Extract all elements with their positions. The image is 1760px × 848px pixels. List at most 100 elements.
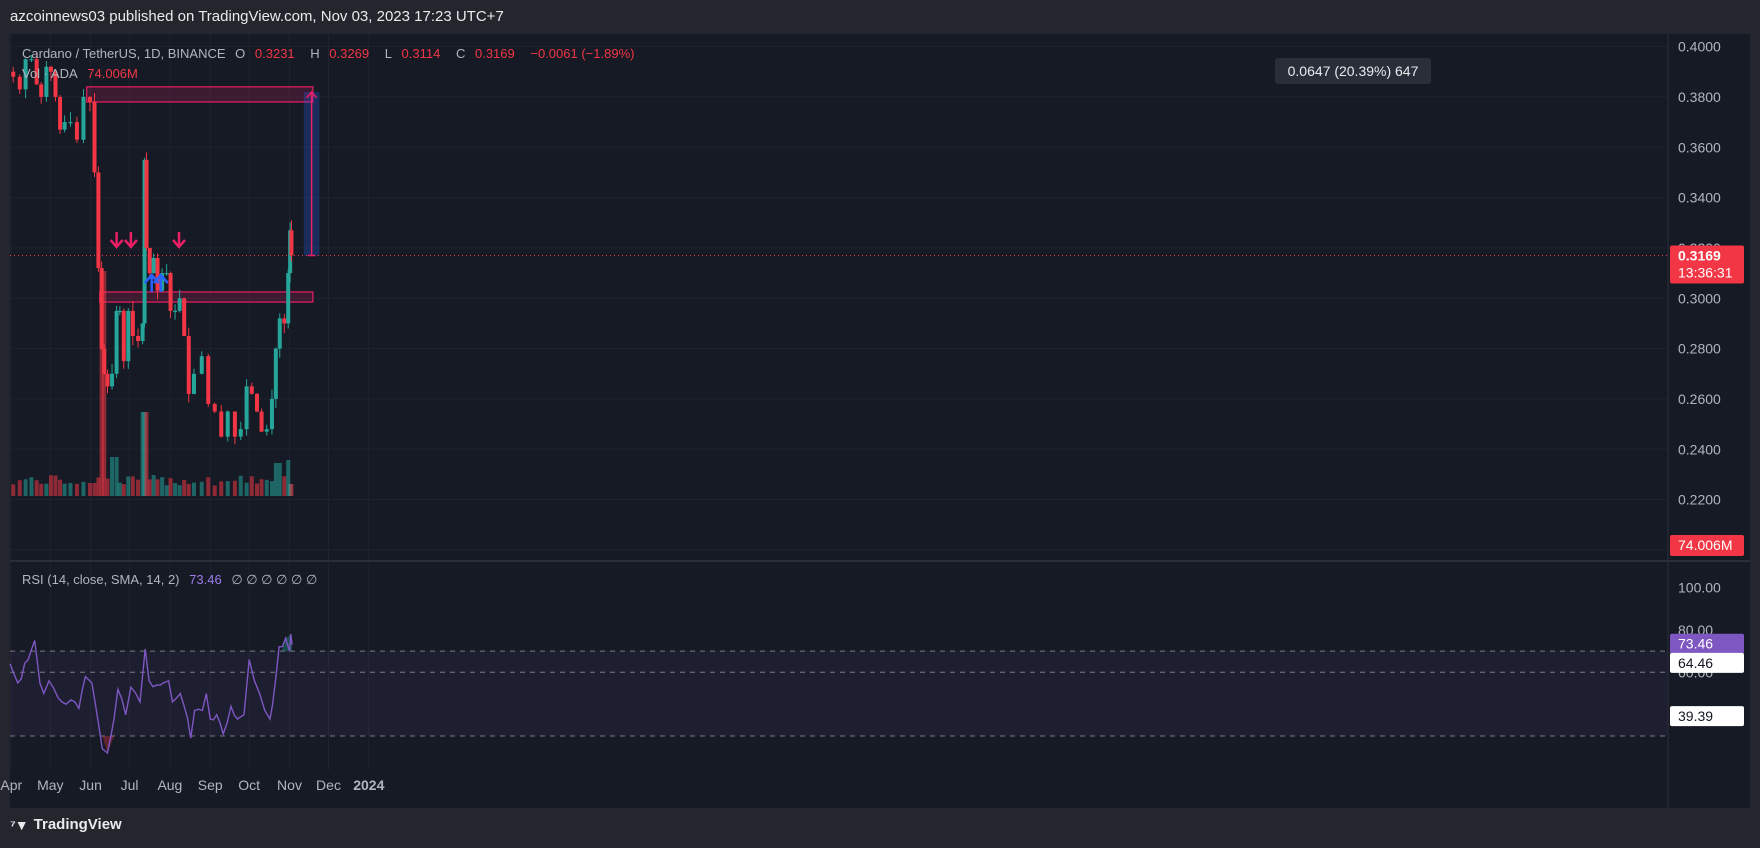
up-arrow-icon bbox=[152, 273, 169, 292]
candle-body bbox=[87, 96, 92, 102]
x-tick-label: Nov bbox=[277, 777, 302, 793]
y-tick-label: 0.4000 bbox=[1678, 39, 1721, 55]
rsi-ma-badge-text: 64.46 bbox=[1678, 655, 1713, 671]
volume-bar bbox=[48, 475, 53, 496]
high-value: 0.3269 bbox=[329, 46, 370, 61]
open-value: 0.3231 bbox=[254, 46, 295, 61]
volume-bar bbox=[102, 271, 107, 496]
candle-body bbox=[259, 411, 264, 432]
volume-bar bbox=[238, 475, 243, 496]
volume-bar bbox=[151, 475, 156, 496]
candle-body bbox=[155, 257, 160, 291]
volume-bar bbox=[177, 485, 182, 496]
rsi-lower-badge: 39.39 bbox=[1670, 706, 1744, 727]
volume-bar bbox=[249, 476, 254, 496]
candle-body bbox=[48, 66, 53, 72]
x-tick-label: Jun bbox=[79, 777, 102, 793]
volume-bar bbox=[81, 481, 86, 496]
candle-body bbox=[121, 310, 126, 362]
candle-body bbox=[191, 373, 196, 394]
volume-bar bbox=[191, 482, 196, 496]
volume-bar bbox=[168, 478, 173, 496]
volume-badge: 74.006M bbox=[1670, 535, 1744, 556]
volume-bar bbox=[264, 479, 269, 496]
candle-body bbox=[39, 84, 44, 97]
volume-bar bbox=[164, 485, 169, 496]
candle-body bbox=[177, 298, 182, 311]
candle-body bbox=[140, 323, 145, 342]
volume-bar bbox=[232, 480, 237, 496]
volume-bar bbox=[186, 483, 191, 496]
volume-bar bbox=[62, 483, 67, 496]
brand-label: TradingView bbox=[33, 816, 122, 833]
candle-body bbox=[144, 159, 149, 248]
candle-body bbox=[117, 310, 122, 313]
volume-bar bbox=[11, 484, 16, 496]
candle-body bbox=[255, 393, 259, 412]
volume-bar bbox=[136, 479, 141, 496]
candle-body bbox=[11, 71, 16, 77]
volume-bar bbox=[114, 457, 119, 496]
down-arrow-icon bbox=[123, 232, 138, 249]
candle-body bbox=[164, 273, 169, 275]
candle-body bbox=[58, 96, 63, 130]
candle-body bbox=[34, 59, 39, 85]
rsi-ma-badge: 64.46 bbox=[1670, 652, 1744, 673]
volume-bar bbox=[282, 476, 287, 496]
candle-body bbox=[249, 386, 254, 394]
candle-body bbox=[277, 318, 282, 349]
measure-tool: 0.0647 (20.39%) 647 bbox=[303, 58, 1431, 257]
candle-body bbox=[186, 336, 191, 394]
x-tick-label: Dec bbox=[316, 777, 341, 793]
candle-body bbox=[212, 403, 217, 412]
volume-badge-text: 74.006M bbox=[1678, 537, 1732, 553]
candle-body bbox=[232, 411, 237, 437]
rsi-extra: ∅ ∅ ∅ ∅ ∅ ∅ bbox=[231, 572, 318, 587]
volume-bar bbox=[289, 484, 294, 496]
volume-bar bbox=[130, 476, 135, 496]
volume-badge-box bbox=[1670, 535, 1744, 556]
volume-bar bbox=[87, 482, 92, 496]
candle-body bbox=[74, 122, 79, 140]
candle-body bbox=[264, 429, 269, 432]
candle-body bbox=[168, 273, 173, 311]
volume-bar bbox=[44, 483, 49, 496]
volume-bar bbox=[259, 479, 264, 496]
volume-bar bbox=[74, 483, 79, 496]
volume-bar bbox=[99, 271, 104, 496]
chart-frame[interactable] bbox=[10, 34, 1750, 808]
candle-body bbox=[269, 398, 274, 430]
volume-bar bbox=[182, 479, 187, 496]
candle-body bbox=[147, 247, 152, 274]
measure-label-text: 0.0647 (20.39%) 647 bbox=[1288, 63, 1419, 79]
volume-bar bbox=[269, 481, 274, 496]
candle-body bbox=[96, 172, 101, 269]
candle-body bbox=[114, 310, 119, 374]
volume-bar bbox=[117, 482, 122, 496]
candle-body bbox=[289, 230, 294, 256]
rsi-line bbox=[9, 634, 293, 755]
close-value: 0.3169 bbox=[474, 46, 515, 61]
footer-brand[interactable]: ⁷▼ TradingView bbox=[10, 816, 122, 833]
y-tick-label: 0.3800 bbox=[1678, 89, 1721, 105]
volume-bar bbox=[53, 475, 58, 496]
candle-body bbox=[286, 273, 291, 324]
publisher-line: azcoinnews03 published on TradingView.co… bbox=[10, 8, 504, 25]
measure-arrow-icon bbox=[306, 90, 318, 257]
candle-body bbox=[173, 310, 178, 313]
x-tick-label: Oct bbox=[238, 777, 260, 793]
volume-bar bbox=[219, 481, 224, 496]
volume-bar bbox=[110, 457, 115, 496]
volume-bar bbox=[273, 463, 278, 496]
y-tick-label: 0.2200 bbox=[1678, 492, 1721, 508]
volume-bars bbox=[11, 271, 294, 496]
volume-bar bbox=[160, 477, 165, 496]
x-tick-label: 2024 bbox=[353, 777, 384, 793]
volume-bar bbox=[92, 483, 97, 496]
candle-body bbox=[62, 122, 67, 130]
candle-body bbox=[282, 318, 287, 324]
candle-body bbox=[44, 66, 49, 97]
